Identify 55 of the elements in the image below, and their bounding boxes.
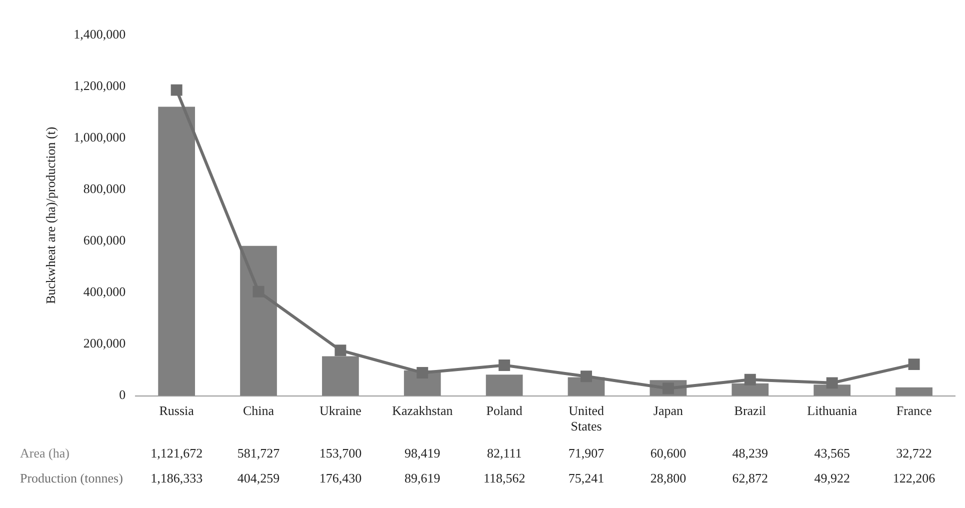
- bar: [322, 356, 359, 396]
- y-tick-label: 800,000: [83, 181, 126, 196]
- point: [908, 358, 920, 370]
- point: [498, 360, 510, 371]
- data-label: 62,872: [732, 470, 768, 486]
- data-label: 1,186,333: [150, 470, 203, 486]
- y-tick-label: 400,000: [83, 284, 126, 300]
- x-tick-label: United States: [568, 403, 604, 434]
- data-label: 28,800: [650, 470, 686, 486]
- x-tick-label: Ukraine: [320, 403, 362, 418]
- data-label: 82,111: [486, 445, 522, 460]
- x-tick-label: Japan: [653, 403, 684, 418]
- bar: [732, 383, 769, 396]
- y-tick-label: 1,400,000: [74, 26, 126, 42]
- bar: [158, 106, 196, 396]
- x-tick-label: Poland: [486, 403, 523, 418]
- point: [826, 377, 838, 389]
- data-label: 581,727: [237, 445, 280, 460]
- text: Area (ha): [20, 445, 70, 460]
- point: [170, 84, 182, 96]
- x-tick-label: France: [896, 403, 932, 418]
- text: Production (tonnes): [20, 470, 123, 486]
- data-label: 71,907: [568, 445, 605, 460]
- x-tick-label: Kazakhstan: [392, 403, 454, 418]
- data-label: 118,562: [483, 470, 526, 486]
- point: [580, 370, 592, 382]
- bar: [240, 246, 277, 396]
- data-label: 1,121,672: [150, 445, 203, 460]
- x-tick-label: Lithuania: [807, 403, 858, 418]
- point: [744, 374, 756, 386]
- y-tick-label: 1,200,000: [74, 78, 126, 93]
- data-label: 122,206: [892, 470, 936, 486]
- y-tick-label: 1,000,000: [74, 130, 126, 145]
- data-label: 176,430: [319, 470, 362, 486]
- y-tick-label: 200,000: [83, 336, 126, 351]
- point: [334, 344, 346, 356]
- data-label: 153,700: [319, 445, 362, 460]
- data-label: 89,619: [404, 470, 440, 486]
- data-label: 404,259: [237, 470, 280, 486]
- data-label: 43,565: [814, 445, 850, 460]
- x-tick-label: China: [242, 403, 274, 418]
- y-tick-label: 600,000: [83, 232, 126, 248]
- data-label: 98,419: [404, 445, 440, 460]
- data-label: 60,600: [650, 445, 686, 460]
- x-tick-label: Brazil: [734, 403, 766, 418]
- bar: [896, 387, 932, 396]
- data-label: 49,922: [814, 470, 850, 486]
- point: [416, 366, 428, 378]
- data-label: 75,241: [568, 470, 604, 486]
- y-axis-title: Buckwheat are (ha)/production (t): [43, 126, 58, 304]
- data-label: 32,722: [896, 445, 932, 460]
- data-label: 48,239: [732, 445, 768, 460]
- bar: [486, 374, 523, 396]
- x-tick-label: Russia: [159, 403, 194, 418]
- y-tick-label: 0: [119, 387, 126, 402]
